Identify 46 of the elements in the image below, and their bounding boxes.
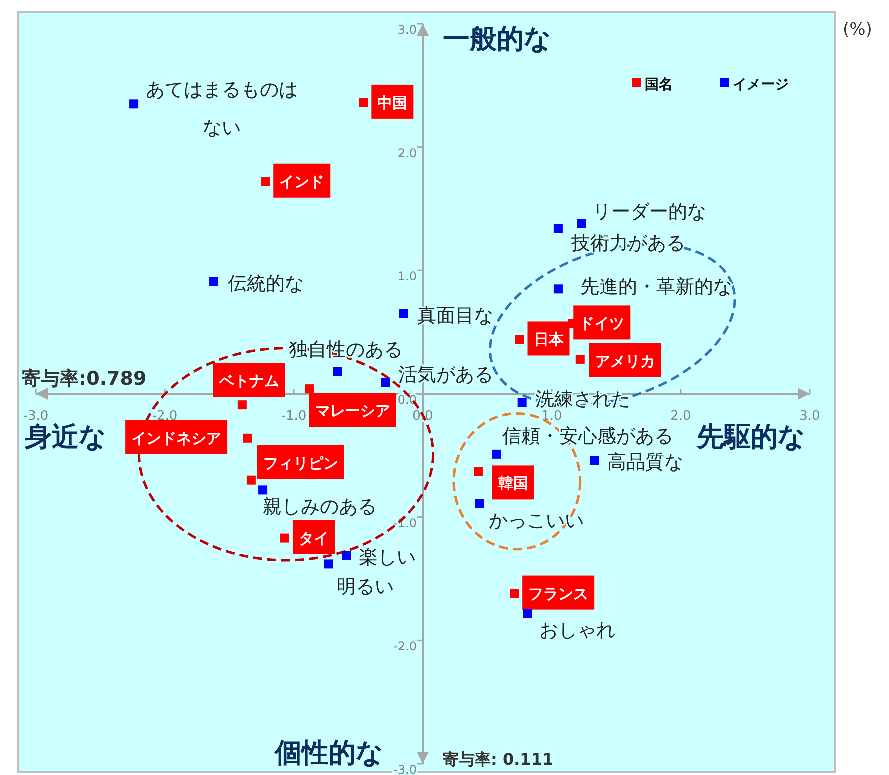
y-tick-label: 2.0 xyxy=(398,146,417,160)
data-label: 先進的・革新的な xyxy=(580,276,732,298)
x-tick-label: -3.0 xyxy=(23,409,49,424)
data-label: 信頼・安心感がある xyxy=(502,425,674,448)
x-tick-label: 2.0 xyxy=(670,409,692,424)
annotation: 一般的な xyxy=(443,24,552,55)
data-label: タイ xyxy=(298,529,329,548)
data-label: インド xyxy=(280,172,325,191)
data-label: フィリピン xyxy=(263,454,338,472)
data-label: 高品質な xyxy=(608,452,684,474)
data-label: 楽しい xyxy=(358,546,416,569)
y-tick-label: 1.0 xyxy=(398,270,417,284)
y-tick-label: 3.0 xyxy=(398,23,417,37)
annotation: 身近な xyxy=(24,422,107,453)
data-label: マレーシア xyxy=(315,402,390,420)
x-tick-label: -1.0 xyxy=(281,409,307,424)
data-label: インドネシア xyxy=(132,429,222,448)
data-label: 中国 xyxy=(378,94,408,112)
annotation: 寄与率:0.789 xyxy=(22,368,147,390)
data-label: アメリカ xyxy=(595,352,656,370)
data-label: 活気がある xyxy=(398,364,494,386)
data-label: ドイツ xyxy=(580,314,625,333)
annotation: 寄与率: 0.111 xyxy=(443,750,554,769)
x-tick-label: -2.0 xyxy=(152,409,178,424)
data-label: 真面目な xyxy=(418,304,494,327)
x-tick-label: 1.0 xyxy=(542,409,562,424)
data-label: 伝統的な xyxy=(228,272,304,295)
data-label: リーダー的な xyxy=(592,200,707,223)
y-tick-label: 0.0 xyxy=(398,393,417,407)
data-label: かっこいい xyxy=(488,510,584,532)
data-label: 親しみのある xyxy=(263,496,378,518)
x-tick-label: 3.0 xyxy=(800,409,820,424)
data-label: 明るい xyxy=(336,576,394,598)
annotation: 個性的な xyxy=(274,738,384,769)
data-label: ベトナム xyxy=(218,372,280,390)
data-label: あてはまるものはない xyxy=(146,79,298,140)
data-label: 日本 xyxy=(534,330,565,349)
legend-label: 国名 xyxy=(645,77,673,93)
data-label: フランス xyxy=(528,584,589,603)
text: (%) xyxy=(843,20,872,40)
data-label: 韓国 xyxy=(498,474,528,493)
legend-label: イメージ xyxy=(733,77,789,93)
data-label: おしゃれ xyxy=(539,620,616,642)
annotation: 先駆的な xyxy=(696,422,806,453)
y-tick-label: -2.0 xyxy=(394,640,417,654)
y-tick-label: -3.0 xyxy=(394,763,417,775)
